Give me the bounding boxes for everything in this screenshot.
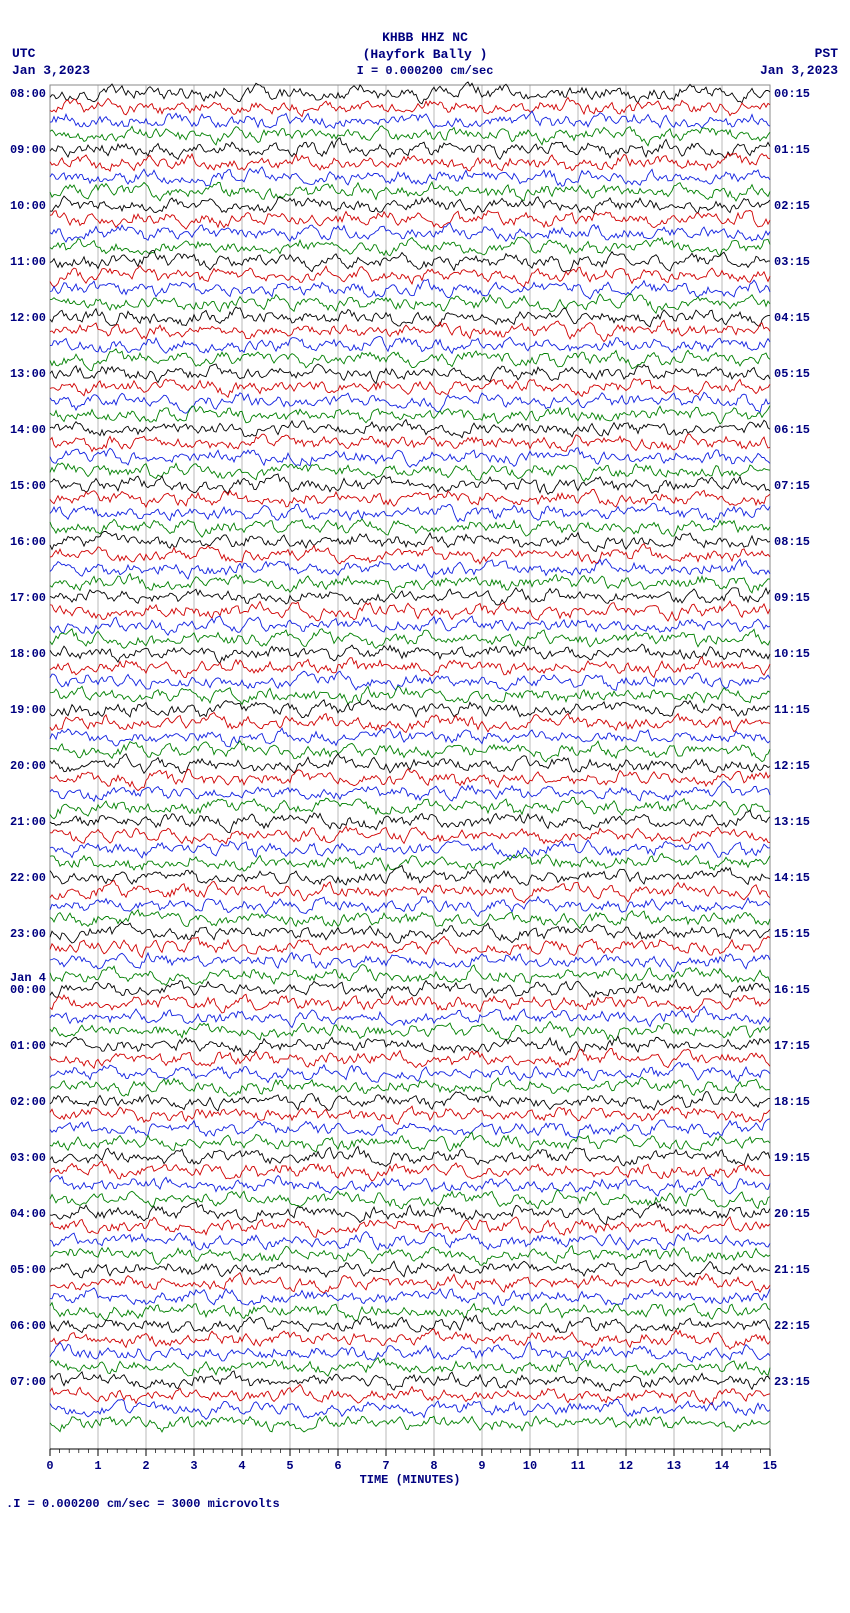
pst-hour-label: 06:15: [774, 423, 810, 437]
pst-hour-label: 16:15: [774, 983, 810, 997]
pst-hour-label: 05:15: [774, 367, 810, 381]
utc-hour-label: 03:00: [10, 1151, 46, 1165]
scale-text: = 0.000200 cm/sec: [371, 64, 493, 78]
x-tick-label: 10: [523, 1459, 537, 1473]
utc-hour-label: 09:00: [10, 143, 46, 157]
x-tick-label: 12: [619, 1459, 633, 1473]
scale-bar-icon: I: [357, 64, 371, 78]
utc-hour-label: 19:00: [10, 703, 46, 717]
seismogram-svg: 0123456789101112131415TIME (MINUTES)08:0…: [50, 85, 770, 1489]
tz-right-tz: PST: [760, 46, 838, 63]
pst-hour-label: 23:15: [774, 1375, 810, 1389]
utc-hour-label: 01:00: [10, 1039, 46, 1053]
pst-hour-label: 03:15: [774, 255, 810, 269]
utc-hour-label: 06:00: [10, 1319, 46, 1333]
x-tick-label: 8: [430, 1459, 437, 1473]
x-tick-label: 3: [190, 1459, 197, 1473]
utc-hour-label: 16:00: [10, 535, 46, 549]
x-tick-label: 9: [478, 1459, 485, 1473]
pst-hour-label: 01:15: [774, 143, 810, 157]
pst-hour-label: 11:15: [774, 703, 810, 717]
utc-hour-label: 15:00: [10, 479, 46, 493]
pst-hour-label: 02:15: [774, 199, 810, 213]
utc-hour-label: 13:00: [10, 367, 46, 381]
pst-hour-label: 15:15: [774, 927, 810, 941]
utc-hour-label: 21:00: [10, 815, 46, 829]
utc-hour-label: 20:00: [10, 759, 46, 773]
footer-scale: .I = 0.000200 cm/sec = 3000 microvolts: [0, 1489, 850, 1521]
utc-hour-label: 04:00: [10, 1207, 46, 1221]
utc-hour-label: 11:00: [10, 255, 46, 269]
tz-left-block: UTC Jan 3,2023: [12, 46, 90, 80]
x-tick-label: 5: [286, 1459, 293, 1473]
x-tick-label: 6: [334, 1459, 341, 1473]
utc-hour-label: 00:00: [10, 983, 46, 997]
utc-hour-label: 07:00: [10, 1375, 46, 1389]
utc-hour-label: 08:00: [10, 87, 46, 101]
pst-hour-label: 18:15: [774, 1095, 810, 1109]
tz-left-date: Jan 3,2023: [12, 63, 90, 80]
utc-hour-label: 22:00: [10, 871, 46, 885]
utc-hour-label: 14:00: [10, 423, 46, 437]
pst-hour-label: 14:15: [774, 871, 810, 885]
tz-left-tz: UTC: [12, 46, 90, 63]
utc-hour-label: 23:00: [10, 927, 46, 941]
utc-hour-label: 12:00: [10, 311, 46, 325]
pst-hour-label: 22:15: [774, 1319, 810, 1333]
x-tick-label: 13: [667, 1459, 681, 1473]
x-tick-label: 14: [715, 1459, 729, 1473]
x-axis-label: TIME (MINUTES): [360, 1473, 461, 1487]
pst-hour-label: 17:15: [774, 1039, 810, 1053]
scale-bar-icon-footer: .I: [6, 1497, 28, 1511]
pst-hour-label: 13:15: [774, 815, 810, 829]
pst-hour-label: 21:15: [774, 1263, 810, 1277]
x-tick-label: 7: [382, 1459, 389, 1473]
pst-hour-label: 00:15: [774, 87, 810, 101]
scale-info: I = 0.000200 cm/sec: [0, 64, 850, 80]
utc-hour-label: 10:00: [10, 199, 46, 213]
header-block: KHBB HHZ NC (Hayfork Bally ) I = 0.00020…: [0, 0, 850, 79]
utc-hour-label: 02:00: [10, 1095, 46, 1109]
x-tick-label: 1: [94, 1459, 101, 1473]
tz-right-date: Jan 3,2023: [760, 63, 838, 80]
pst-hour-label: 09:15: [774, 591, 810, 605]
x-tick-label: 0: [46, 1459, 53, 1473]
pst-hour-label: 12:15: [774, 759, 810, 773]
x-tick-label: 2: [142, 1459, 149, 1473]
pst-hour-label: 08:15: [774, 535, 810, 549]
station-location: (Hayfork Bally ): [0, 47, 850, 64]
tz-right-block: PST Jan 3,2023: [760, 46, 838, 80]
pst-hour-label: 19:15: [774, 1151, 810, 1165]
station-code: KHBB HHZ NC: [0, 30, 850, 47]
x-tick-label: 15: [763, 1459, 777, 1473]
utc-hour-label: 05:00: [10, 1263, 46, 1277]
utc-hour-label: 18:00: [10, 647, 46, 661]
pst-hour-label: 10:15: [774, 647, 810, 661]
plot-area: 0123456789101112131415TIME (MINUTES)08:0…: [50, 85, 800, 1489]
x-tick-label: 11: [571, 1459, 585, 1473]
pst-hour-label: 20:15: [774, 1207, 810, 1221]
footer-text: = 0.000200 cm/sec = 3000 microvolts: [28, 1497, 280, 1511]
x-tick-label: 4: [238, 1459, 245, 1473]
utc-hour-label: 17:00: [10, 591, 46, 605]
seismogram-container: UTC Jan 3,2023 PST Jan 3,2023 KHBB HHZ N…: [0, 0, 850, 1521]
pst-hour-label: 07:15: [774, 479, 810, 493]
pst-hour-label: 04:15: [774, 311, 810, 325]
